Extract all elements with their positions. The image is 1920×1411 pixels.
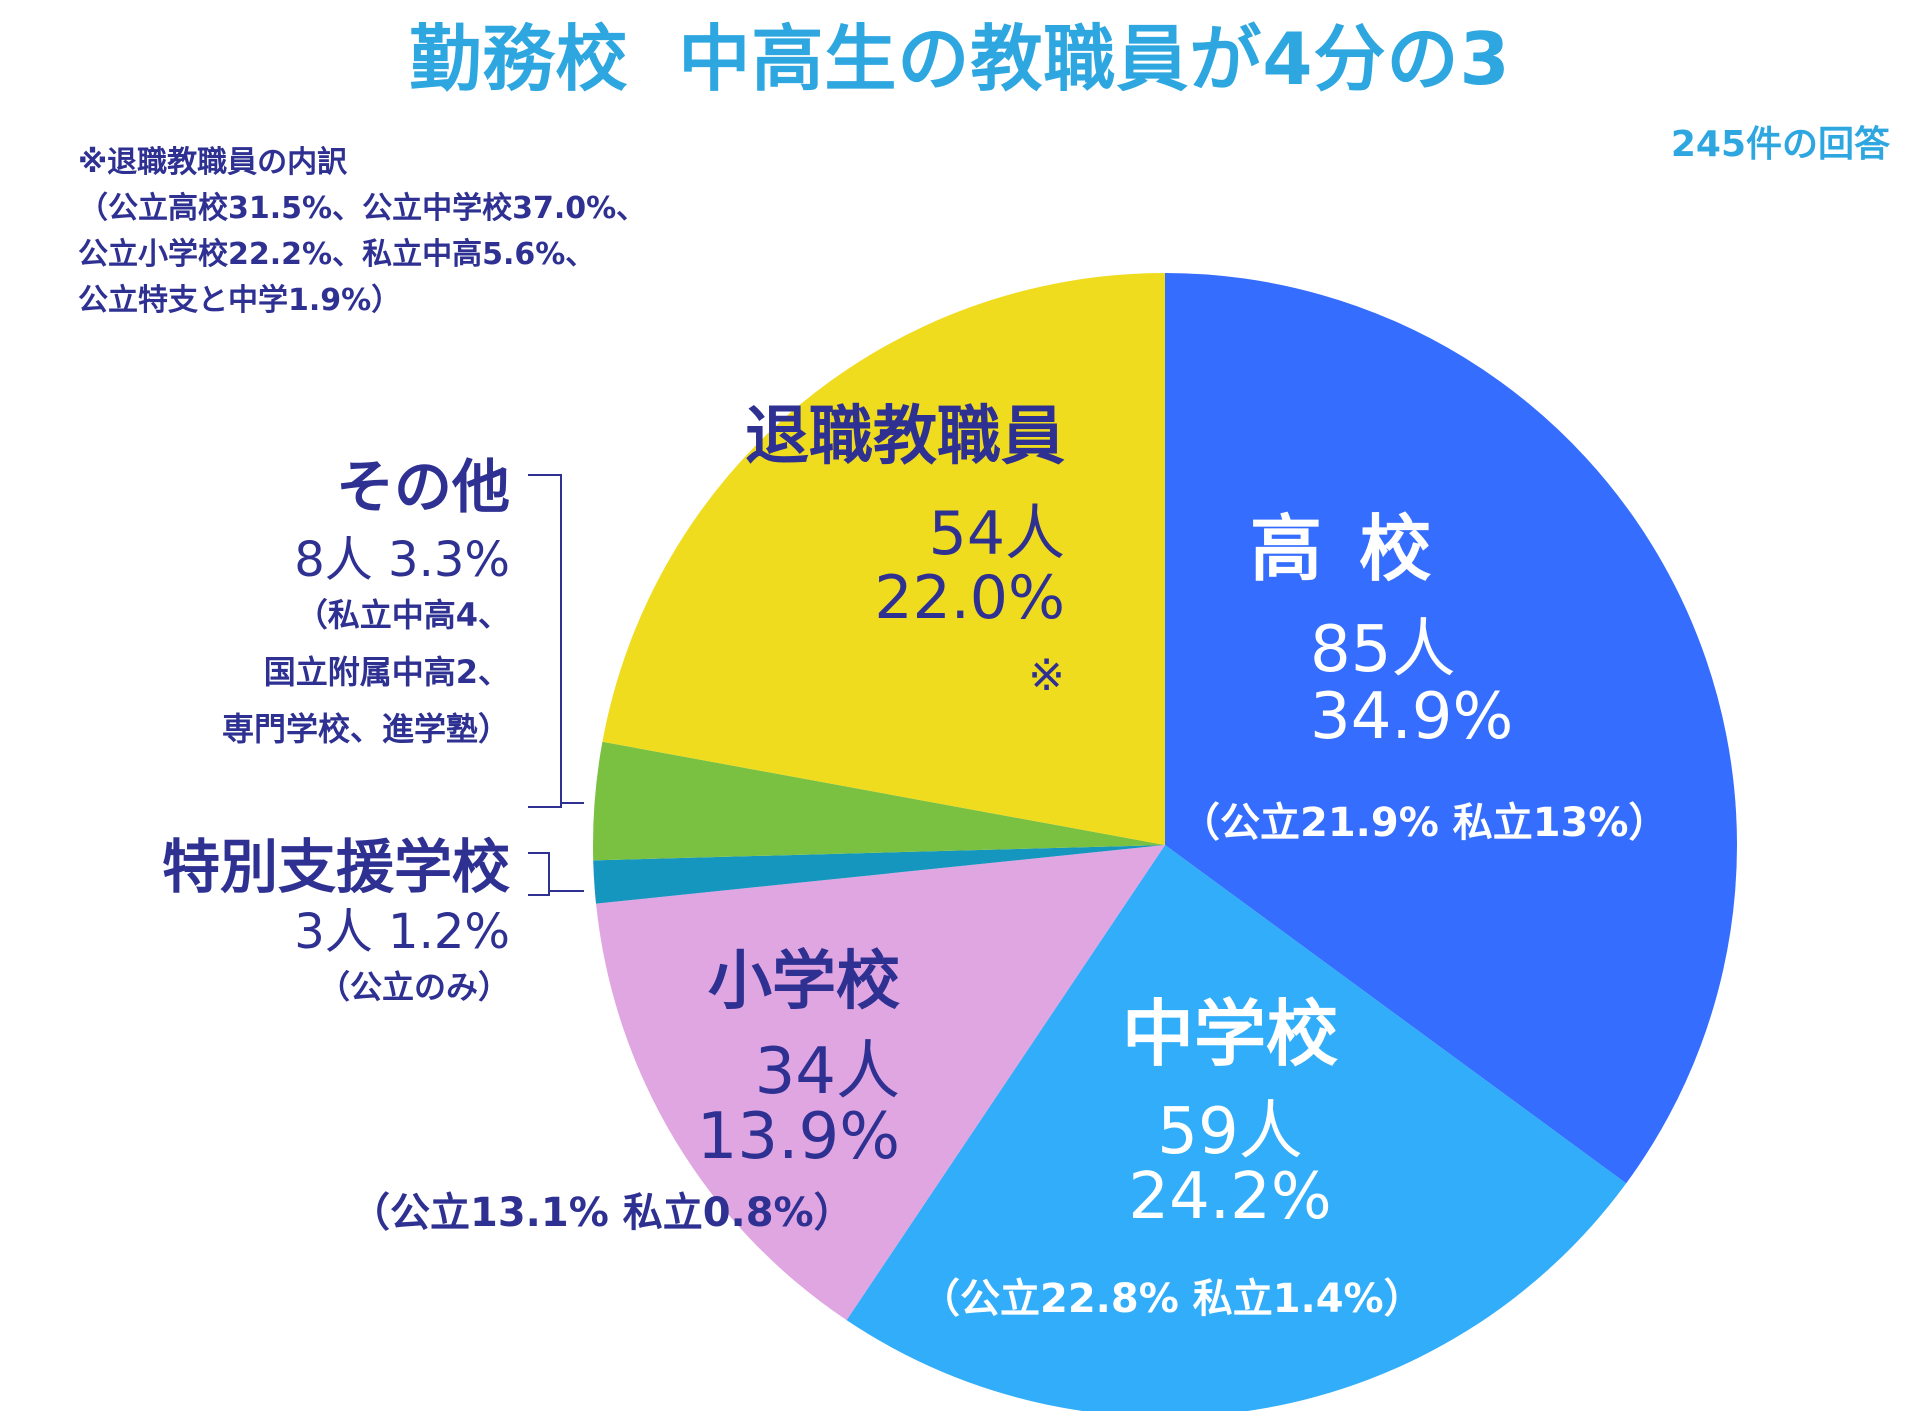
junior-high-label: 中学校 bbox=[1121, 992, 1338, 1076]
other-count-percent: 8人 3.3% bbox=[294, 532, 510, 588]
special-support-detail: （公立のみ） bbox=[317, 968, 510, 1006]
other-detail-1: （私立中高4、 bbox=[295, 596, 510, 634]
elementary-count: 34人 bbox=[754, 1035, 900, 1109]
special-bracket bbox=[528, 852, 550, 896]
elementary-breakdown: （公立13.1% 私立0.8%） bbox=[350, 1190, 854, 1236]
other-bracket-tick bbox=[560, 802, 584, 804]
retired-breakdown-note: ※退職教職員の内訳 （公立高校31.5%、公立中学校37.0%、 公立小学校22… bbox=[78, 140, 646, 324]
other-label: その他 bbox=[335, 453, 510, 521]
special-bracket-tick bbox=[548, 890, 584, 892]
slice-elementary bbox=[596, 845, 1165, 1321]
high-school-percent: 34.9% bbox=[1310, 680, 1514, 754]
other-detail-3: 専門学校、進学塾） bbox=[221, 710, 510, 748]
elementary-label: 小学校 bbox=[708, 945, 900, 1019]
note-line-1: ※退職教職員の内訳 bbox=[78, 145, 348, 180]
special-support-label: 特別支援学校 bbox=[161, 833, 510, 901]
retired-label: 退職教職員 bbox=[745, 400, 1065, 474]
high-school-count: 85人 bbox=[1310, 613, 1456, 687]
slice-other bbox=[593, 741, 1165, 861]
title-part2: 中高生の教職員が4分の3 bbox=[678, 17, 1511, 101]
title-part1: 勤務校 bbox=[409, 17, 629, 101]
other-detail-2: 国立附属中高2、 bbox=[263, 653, 510, 691]
junior-high-breakdown: （公立22.8% 私立1.4%） bbox=[920, 1276, 1424, 1322]
elementary-percent: 13.9% bbox=[696, 1100, 900, 1174]
slice-special-support bbox=[593, 845, 1165, 904]
retired-count: 54人 bbox=[928, 499, 1065, 569]
note-line-3: 公立小学校22.2%、私立中高5.6%、 bbox=[78, 237, 596, 272]
retired-percent: 22.0% bbox=[874, 563, 1065, 633]
junior-high-count: 59人 bbox=[1157, 1095, 1303, 1169]
note-line-4: 公立特支と中学1.9%） bbox=[78, 283, 402, 318]
junior-high-percent: 24.2% bbox=[1128, 1160, 1332, 1234]
slice-junior-high bbox=[846, 845, 1627, 1411]
high-school-label: 高 校 bbox=[1250, 507, 1438, 591]
high-school-breakdown: （公立21.9% 私立13%） bbox=[1180, 800, 1669, 846]
chart-title: 勤務校 中高生の教職員が4分の3 bbox=[0, 0, 1920, 105]
retired-note-mark: ※ bbox=[1028, 650, 1065, 701]
response-count: 245件の回答 bbox=[1670, 124, 1890, 165]
slice-high-school bbox=[1165, 273, 1737, 1184]
note-line-2: （公立高校31.5%、公立中学校37.0%、 bbox=[78, 191, 647, 226]
slice-retired bbox=[602, 273, 1165, 845]
special-support-count-percent: 3人 1.2% bbox=[294, 904, 510, 960]
other-bracket bbox=[528, 474, 562, 808]
